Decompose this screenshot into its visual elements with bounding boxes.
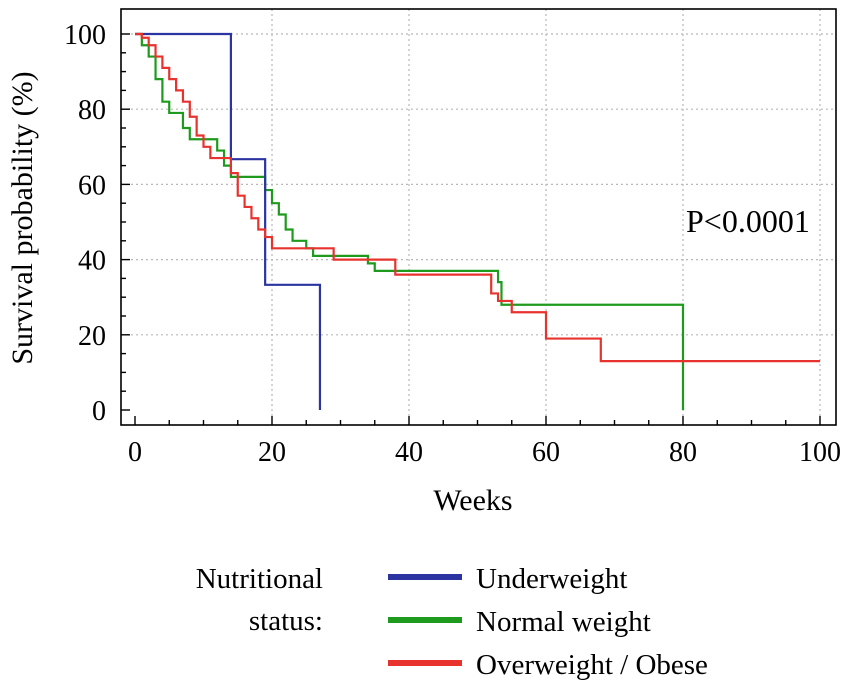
p-value-annotation: P<0.0001: [686, 203, 810, 239]
legend-title-line1: Nutritional: [196, 563, 323, 595]
curve-overweight-obese: [135, 32, 820, 363]
legend: Nutritional status: Underweight Normal w…: [196, 563, 708, 681]
legend-title-line2: status:: [249, 605, 323, 637]
legend-label-overweight-obese: Overweight / Obese: [476, 649, 708, 681]
curve-layer: [135, 32, 820, 410]
x-tick-label-0: 0: [128, 437, 142, 468]
x-tick-label-20: 20: [258, 437, 286, 468]
tick-layer: 0 20 40 60 80 100 0 20 40 60 80 100: [64, 20, 841, 468]
x-tick-label-60: 60: [532, 437, 560, 468]
x-tick-label-100: 100: [799, 437, 841, 468]
y-tick-label-40: 40: [78, 246, 106, 277]
y-tick-label-80: 80: [78, 95, 106, 126]
y-axis-label: Survival probability (%): [6, 71, 39, 364]
y-tick-label-20: 20: [78, 321, 106, 352]
legend-label-normal-weight: Normal weight: [476, 606, 651, 638]
x-axis-label: Weeks: [433, 484, 512, 517]
plot-frame: [120, 8, 837, 426]
x-tick-label-80: 80: [669, 437, 697, 468]
y-tick-label-60: 60: [78, 170, 106, 201]
x-tick-label-40: 40: [395, 437, 423, 468]
legend-label-underweight: Underweight: [476, 563, 627, 595]
curve-underweight: [135, 32, 322, 410]
y-tick-label-100: 100: [64, 20, 106, 51]
y-tick-label-0: 0: [92, 396, 106, 427]
